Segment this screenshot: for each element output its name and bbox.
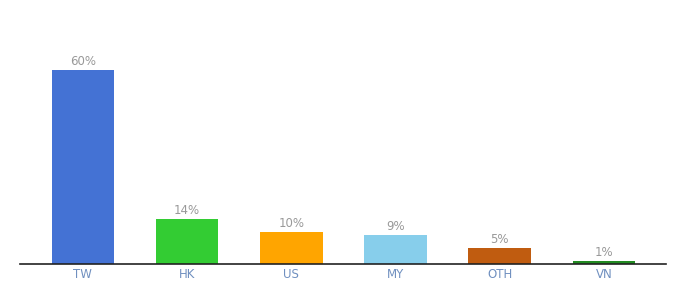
Bar xyxy=(260,232,322,264)
Text: 14%: 14% xyxy=(174,204,200,217)
Bar xyxy=(573,261,635,264)
Bar xyxy=(364,235,427,264)
Text: 1%: 1% xyxy=(594,246,613,259)
Text: 9%: 9% xyxy=(386,220,405,233)
Bar xyxy=(52,70,114,264)
Text: 10%: 10% xyxy=(278,217,305,230)
Text: 60%: 60% xyxy=(70,55,96,68)
Bar xyxy=(156,219,218,264)
Text: 5%: 5% xyxy=(490,233,509,246)
Bar xyxy=(469,248,531,264)
